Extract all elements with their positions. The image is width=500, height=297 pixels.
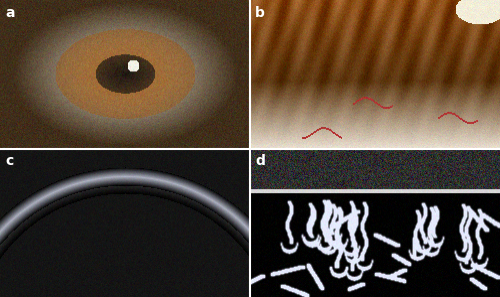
- Text: b: b: [255, 6, 265, 20]
- Text: c: c: [5, 154, 13, 168]
- Text: d: d: [255, 154, 265, 168]
- Text: a: a: [5, 6, 15, 20]
